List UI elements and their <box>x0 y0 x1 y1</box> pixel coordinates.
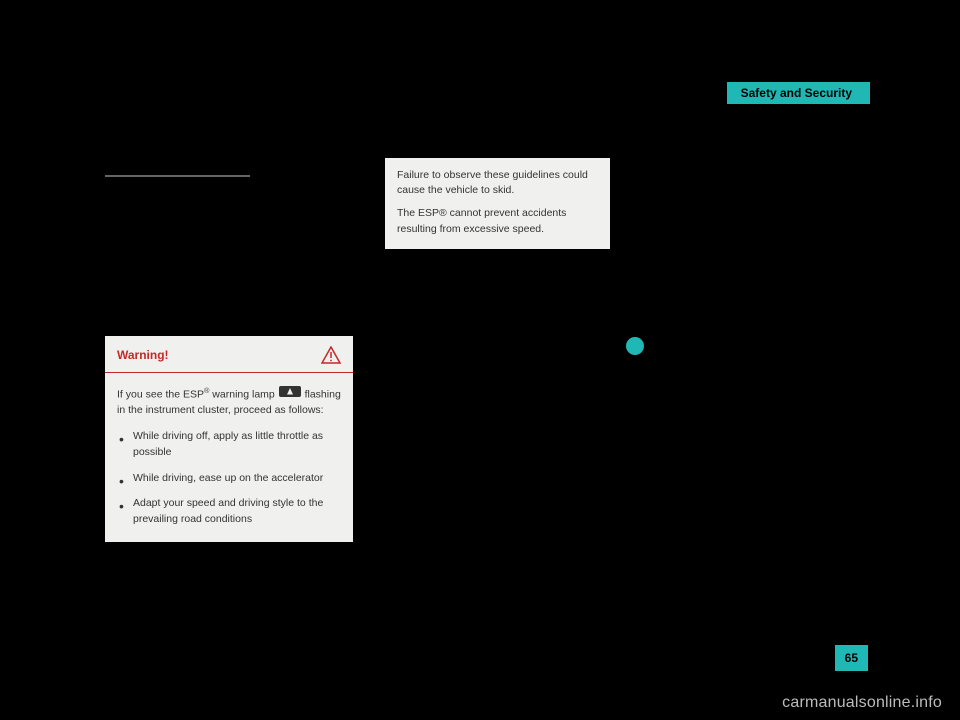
note-paragraph: The ESP® cannot prevent accidents result… <box>397 206 598 236</box>
divider-bar <box>105 175 250 177</box>
warning-intro: If you see the ESP® warning lamp flashin… <box>117 385 341 419</box>
warning-bullet: While driving, ease up on the accelerato… <box>117 471 341 487</box>
page-number-badge: 65 <box>835 645 868 671</box>
warning-bullet: While driving off, apply as little throt… <box>117 429 341 461</box>
esp-lamp-icon <box>279 386 301 403</box>
warning-triangle-icon <box>321 346 341 364</box>
warning-bullet-list: While driving off, apply as little throt… <box>117 429 341 528</box>
section-header-tab: Safety and Security <box>727 82 870 104</box>
page-number: 65 <box>845 651 858 665</box>
note-box: Failure to observe these guidelines coul… <box>385 158 610 249</box>
warning-title: Warning! <box>117 348 169 362</box>
info-circle-icon <box>626 337 644 355</box>
warning-header: Warning! <box>105 336 353 373</box>
warning-bullet: Adapt your speed and driving style to th… <box>117 496 341 528</box>
warning-body: If you see the ESP® warning lamp flashin… <box>105 373 353 542</box>
warning-box: Warning! If you see the ESP® warning lam… <box>105 336 353 542</box>
watermark-text: carmanualsonline.info <box>782 694 942 712</box>
note-paragraph: Failure to observe these guidelines coul… <box>397 168 598 198</box>
section-header-label: Safety and Security <box>741 86 852 100</box>
